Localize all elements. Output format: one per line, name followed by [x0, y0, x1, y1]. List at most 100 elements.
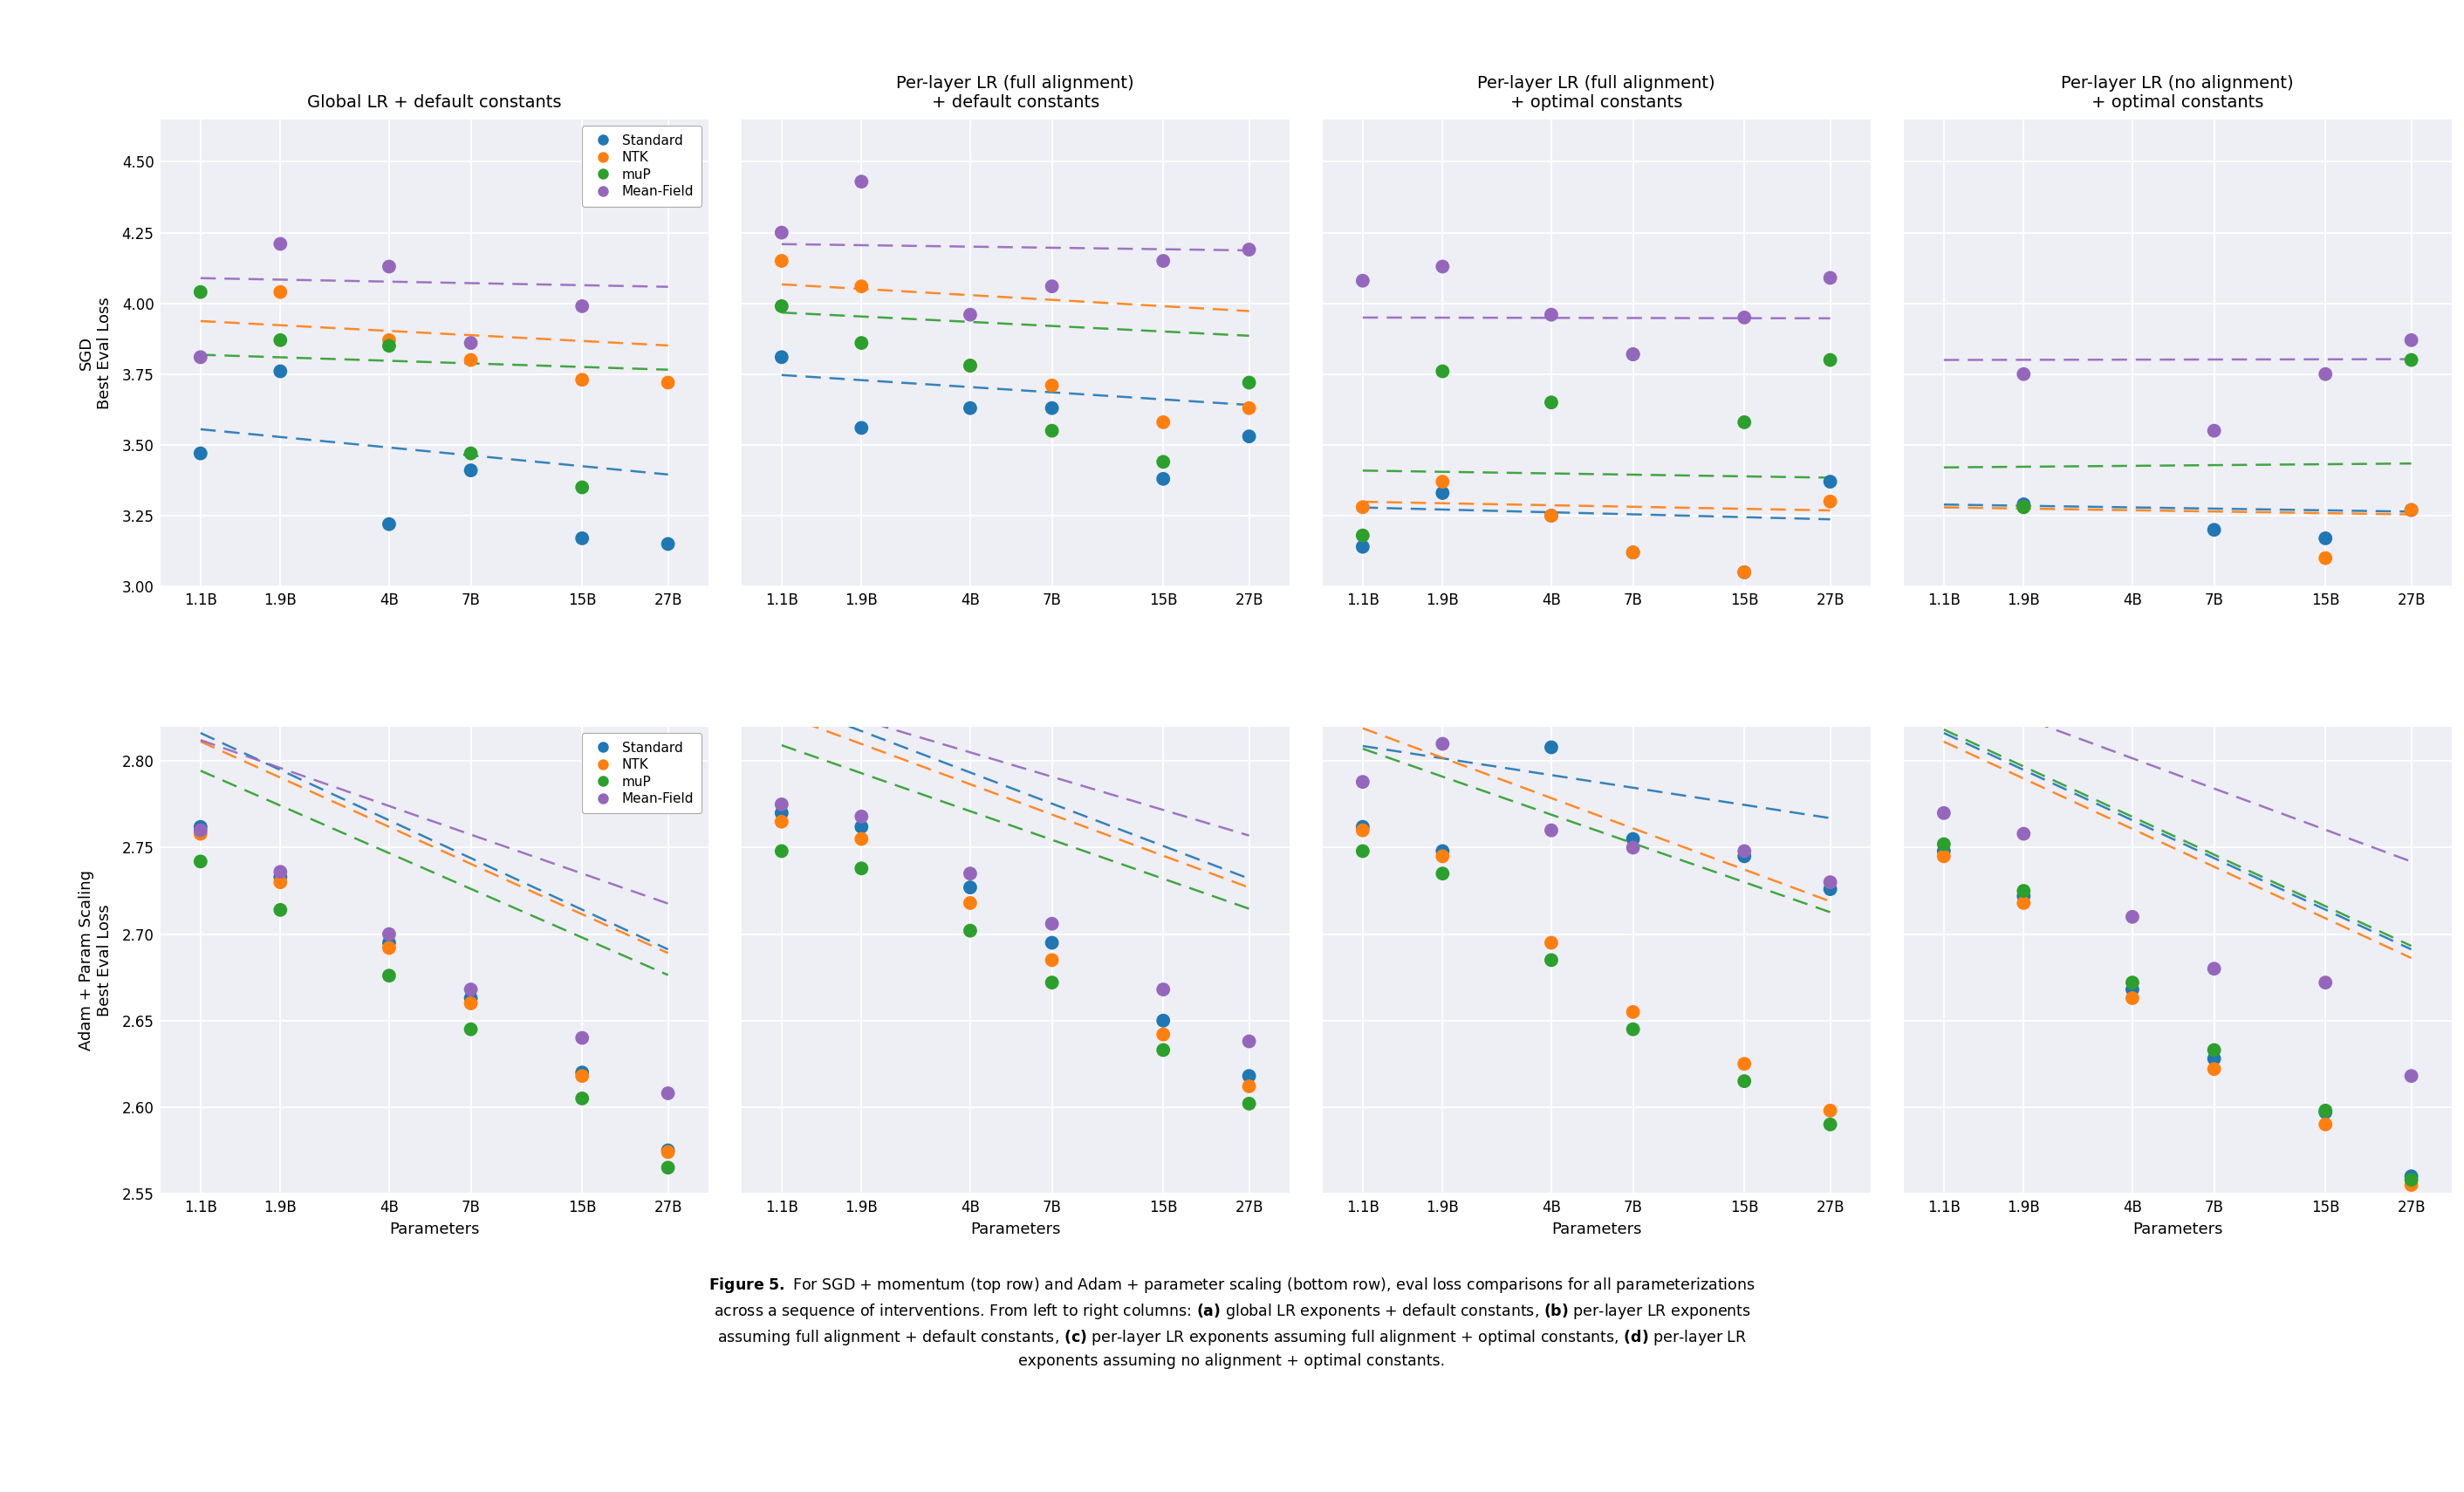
Point [2306, 546, 2346, 570]
Title: Per-layer LR (full alignment)
+ optimal constants: Per-layer LR (full alignment) + optimal … [1478, 75, 1715, 110]
Point [1343, 815, 1382, 839]
Point [1143, 1022, 1183, 1046]
Point [1725, 561, 1764, 585]
Point [1533, 504, 1572, 528]
Point [1230, 397, 1269, 421]
Point [1811, 348, 1850, 372]
Point [1422, 862, 1461, 886]
Point [1811, 266, 1850, 289]
Point [562, 1061, 601, 1085]
Point [562, 527, 601, 551]
Point [2306, 1101, 2346, 1125]
Point [1230, 237, 1269, 261]
Point [2112, 971, 2151, 995]
Point [1343, 534, 1382, 558]
Y-axis label: Adam + Param Scaling
Best Eval Loss: Adam + Param Scaling Best Eval Loss [79, 870, 113, 1050]
Point [1725, 561, 1764, 585]
Point [1422, 844, 1461, 868]
Point [451, 348, 490, 372]
Point [1230, 424, 1269, 448]
Title: Global LR + default constants: Global LR + default constants [308, 94, 562, 110]
Point [1533, 303, 1572, 327]
Point [2393, 1064, 2432, 1088]
Point [951, 876, 991, 900]
Point [1032, 275, 1072, 298]
Point [1811, 870, 1850, 894]
Point [370, 334, 409, 358]
Point [1811, 489, 1850, 513]
Point [2195, 1047, 2235, 1071]
Point [1725, 1070, 1764, 1094]
Point [370, 931, 409, 955]
Point [370, 255, 409, 279]
Point [451, 986, 490, 1010]
Point [2112, 904, 2151, 928]
Point [2306, 971, 2346, 995]
X-axis label: Parameters: Parameters [1552, 1222, 1641, 1237]
Point [843, 827, 882, 850]
Point [451, 991, 490, 1015]
Point [1343, 819, 1382, 843]
Point [1533, 504, 1572, 528]
Point [648, 533, 687, 557]
Point [562, 1064, 601, 1088]
Title: Per-layer LR (full alignment)
+ default constants: Per-layer LR (full alignment) + default … [897, 75, 1133, 110]
Point [2393, 1164, 2432, 1188]
Point [1725, 306, 1764, 330]
Point [1614, 1000, 1653, 1024]
Point [180, 849, 219, 873]
Point [2195, 419, 2235, 443]
Point [370, 922, 409, 946]
Point [1811, 877, 1850, 901]
Point [2003, 495, 2043, 519]
Point [261, 280, 301, 304]
Point [2003, 495, 2043, 519]
Point [2112, 977, 2151, 1001]
Point [761, 839, 801, 862]
Point [1725, 839, 1764, 862]
Point [1143, 1009, 1183, 1032]
Point [1614, 342, 1653, 366]
Point [180, 280, 219, 304]
Point [2393, 348, 2432, 372]
Point [2306, 1113, 2346, 1137]
Point [1032, 419, 1072, 443]
X-axis label: Parameters: Parameters [971, 1222, 1060, 1237]
Point [1343, 524, 1382, 548]
Point [2195, 1038, 2235, 1062]
Point [180, 822, 219, 846]
Point [1533, 736, 1572, 759]
Point [1422, 480, 1461, 504]
Point [1533, 819, 1572, 843]
Point [1032, 397, 1072, 421]
Point [180, 345, 219, 369]
Point [2393, 498, 2432, 522]
Point [1533, 947, 1572, 971]
Title: Per-layer LR (no alignment)
+ optimal constants: Per-layer LR (no alignment) + optimal co… [2062, 75, 2294, 110]
Point [648, 370, 687, 394]
Point [451, 1018, 490, 1041]
Point [1614, 836, 1653, 859]
Legend: Standard, NTK, muP, Mean-Field: Standard, NTK, muP, Mean-Field [582, 733, 702, 813]
Point [951, 919, 991, 943]
Point [451, 442, 490, 466]
Point [648, 1140, 687, 1164]
Point [2003, 885, 2043, 909]
Point [370, 935, 409, 959]
Point [562, 476, 601, 500]
Point [1422, 470, 1461, 494]
Point [1343, 269, 1382, 292]
Point [1811, 1098, 1850, 1122]
Point [761, 792, 801, 816]
Point [2306, 363, 2346, 386]
Point [1032, 912, 1072, 935]
Point [951, 891, 991, 915]
Point [562, 369, 601, 392]
Point [1143, 451, 1183, 474]
Point [1032, 971, 1072, 995]
Point [1230, 1064, 1269, 1088]
Point [2306, 1098, 2346, 1122]
Point [761, 294, 801, 318]
Point [648, 1156, 687, 1180]
Point [2195, 518, 2235, 542]
